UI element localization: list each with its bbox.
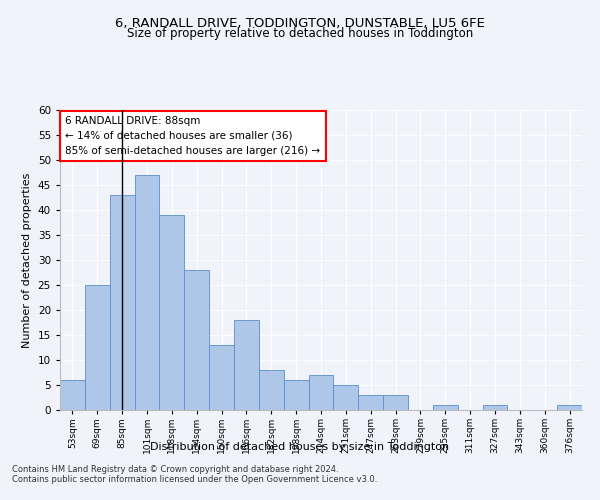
- Bar: [134, 175, 160, 410]
- Bar: [334, 385, 358, 410]
- Bar: [482, 405, 508, 410]
- Bar: [358, 395, 383, 410]
- Text: Contains public sector information licensed under the Open Government Licence v3: Contains public sector information licen…: [12, 475, 377, 484]
- Text: 6 RANDALL DRIVE: 88sqm
← 14% of detached houses are smaller (36)
85% of semi-det: 6 RANDALL DRIVE: 88sqm ← 14% of detached…: [65, 116, 320, 156]
- Bar: [234, 320, 259, 410]
- Bar: [209, 345, 234, 410]
- Bar: [284, 380, 308, 410]
- Bar: [259, 370, 284, 410]
- Bar: [557, 405, 582, 410]
- Text: Contains HM Land Registry data © Crown copyright and database right 2024.: Contains HM Land Registry data © Crown c…: [12, 465, 338, 474]
- Text: Distribution of detached houses by size in Toddington: Distribution of detached houses by size …: [151, 442, 449, 452]
- Bar: [308, 375, 334, 410]
- Bar: [433, 405, 458, 410]
- Text: Size of property relative to detached houses in Toddington: Size of property relative to detached ho…: [127, 28, 473, 40]
- Bar: [110, 195, 134, 410]
- Text: 6, RANDALL DRIVE, TODDINGTON, DUNSTABLE, LU5 6FE: 6, RANDALL DRIVE, TODDINGTON, DUNSTABLE,…: [115, 18, 485, 30]
- Bar: [160, 215, 184, 410]
- Bar: [85, 285, 110, 410]
- Bar: [60, 380, 85, 410]
- Y-axis label: Number of detached properties: Number of detached properties: [22, 172, 32, 348]
- Bar: [383, 395, 408, 410]
- Bar: [184, 270, 209, 410]
